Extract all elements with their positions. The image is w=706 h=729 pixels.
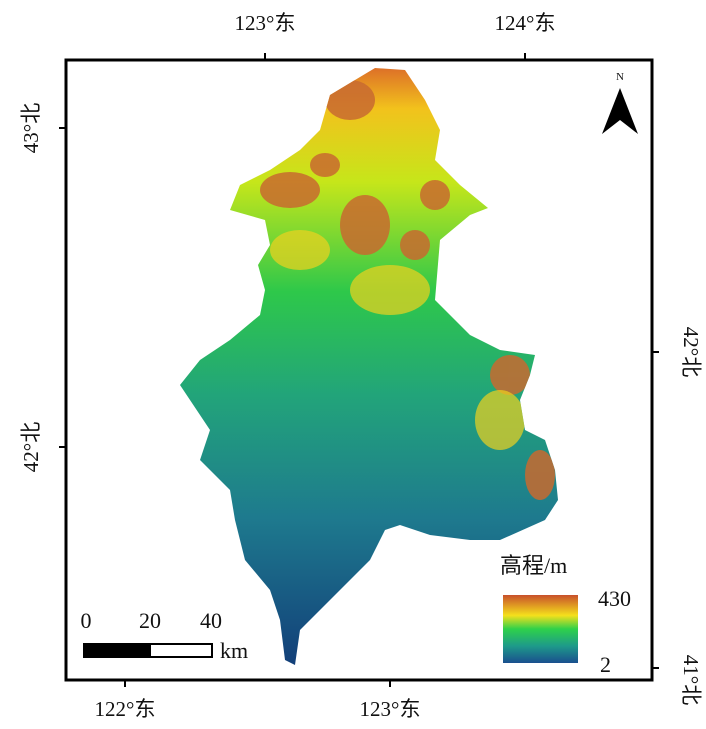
top-tick-label: 123°东 xyxy=(235,11,296,35)
legend-title: 高程/m xyxy=(500,553,567,578)
legend: 高程/m 430 2 xyxy=(500,553,631,677)
map: 123°东 124°东 122°东 123°东 43°北 42°北 42°北 4… xyxy=(0,0,706,724)
north-label: N xyxy=(616,71,624,83)
bottom-tick-label: 122°东 xyxy=(95,697,156,721)
scale-label: 40 xyxy=(200,608,222,633)
scale-bar: 0 20 40 km xyxy=(81,608,249,663)
left-tick-label: 43°北 xyxy=(19,103,43,153)
right-tick-label: 41°北 xyxy=(679,655,703,705)
scale-unit: km xyxy=(220,638,248,663)
bottom-tick-label: 123°东 xyxy=(360,697,421,721)
color-ramp xyxy=(503,595,578,663)
scale-label: 0 xyxy=(81,608,92,633)
elevation-raster xyxy=(170,60,570,670)
scale-label: 20 xyxy=(139,608,161,633)
left-tick-label: 42°北 xyxy=(19,422,43,472)
top-tick-label: 124°东 xyxy=(495,11,556,35)
north-arrow: N xyxy=(602,71,638,134)
legend-min: 2 xyxy=(600,652,611,677)
right-tick-label: 42°北 xyxy=(679,327,703,377)
legend-max: 430 xyxy=(598,586,631,611)
